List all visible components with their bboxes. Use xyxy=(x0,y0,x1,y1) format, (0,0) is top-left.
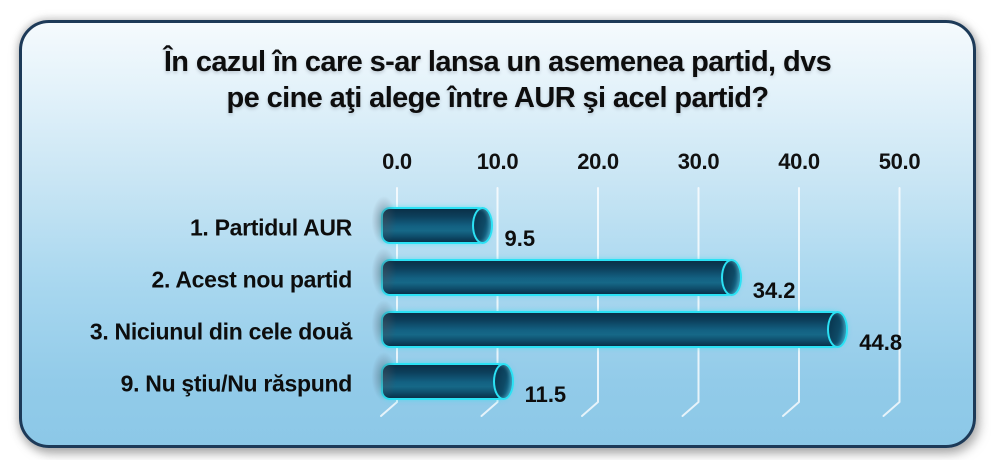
x-axis-tick-label: 20.0 xyxy=(577,149,619,174)
bar-end-cap xyxy=(720,259,742,296)
bar-cylinder xyxy=(371,247,742,298)
bar-end-cap xyxy=(492,363,514,400)
x-axis-tick-label: 50.0 xyxy=(878,149,921,174)
x-axis-tick-label: 40.0 xyxy=(778,149,820,174)
title-line-2: pe cine aţi alege între AUR şi acel part… xyxy=(226,82,769,114)
bar-cylinder xyxy=(370,195,494,246)
chart-title: În cazul în care s-ar lansa un asemenea … xyxy=(19,44,976,116)
value-label: 9.5 xyxy=(504,225,536,251)
category-label: 1. Partidul AUR xyxy=(189,214,352,240)
x-axis-tick-label: 30.0 xyxy=(677,149,720,174)
category-label: 2. Acest nou partid xyxy=(151,266,353,292)
value-label: 11.5 xyxy=(524,381,567,407)
category-label: 3. Niciunul din cele două xyxy=(89,318,352,344)
value-label: 34.2 xyxy=(752,277,796,303)
bar-cylinder xyxy=(370,299,849,350)
bar-end-cap xyxy=(827,311,849,348)
title-line-1: În cazul în care s-ar lansa un asemenea … xyxy=(163,46,832,78)
category-label: 9. Nu ştiu/Nu răspund xyxy=(120,370,353,396)
x-axis-tick-label: 10.0 xyxy=(476,149,519,174)
value-label: 44.8 xyxy=(859,329,903,355)
x-axis-tick-label: 0.0 xyxy=(382,149,412,174)
bar-cylinder xyxy=(371,351,514,402)
